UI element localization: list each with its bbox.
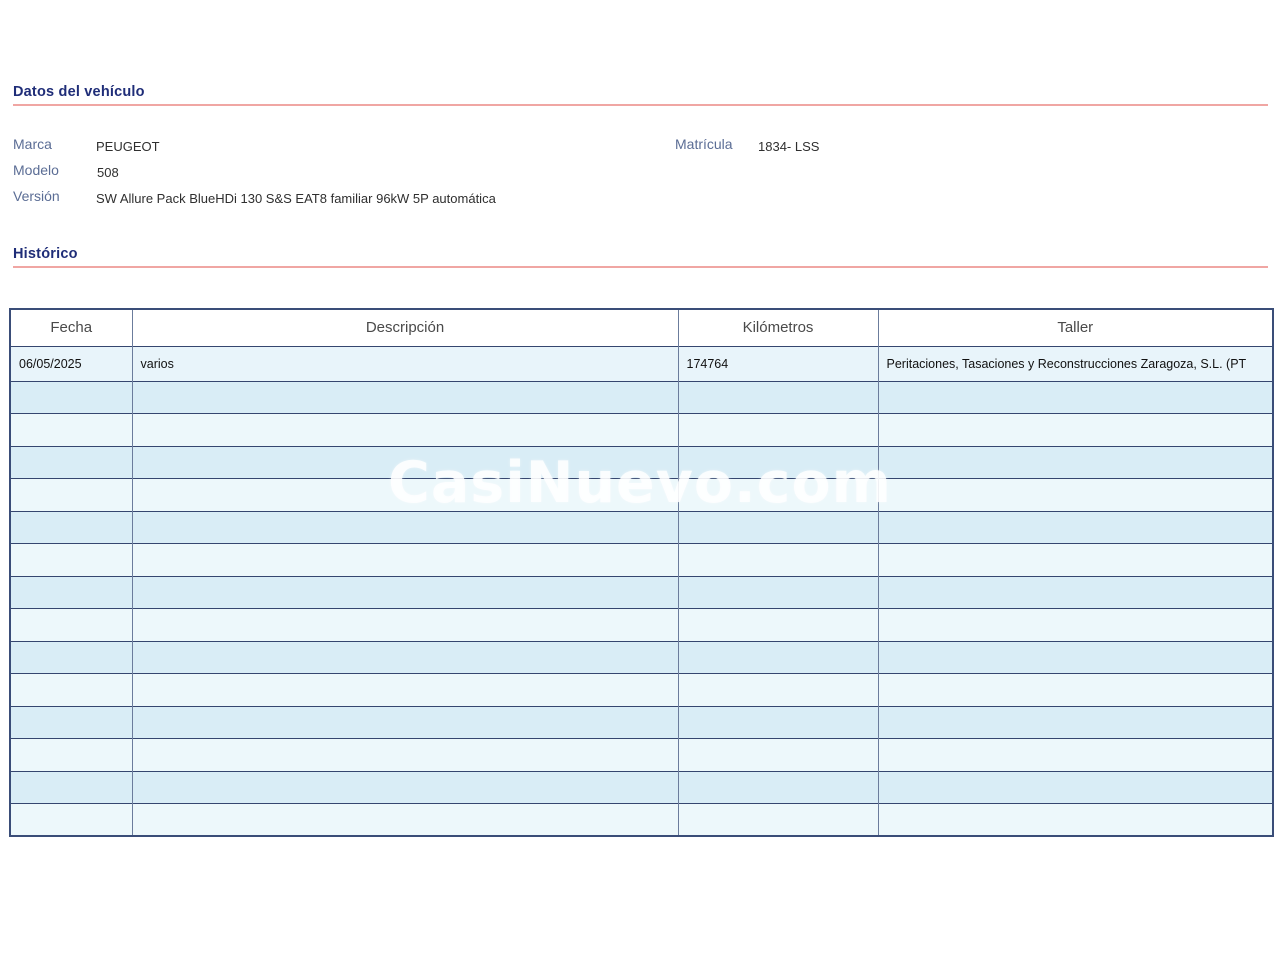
table-empty-cell (131, 543, 678, 576)
table-empty-cell (131, 640, 678, 674)
table-empty-cell (677, 738, 878, 771)
column-header-kilometros: Kilómetros (677, 308, 878, 346)
marca-value: PEUGEOT (96, 139, 160, 154)
table-empty-cell (10, 575, 132, 609)
table-empty-cell (131, 738, 678, 771)
table-empty-cell (10, 543, 132, 576)
table-empty-cell (677, 543, 878, 576)
table-empty-cell (677, 640, 878, 674)
table-empty-cell (877, 413, 1273, 446)
table-empty-cell (10, 445, 132, 479)
marca-label: Marca (13, 136, 52, 152)
table-empty-row (10, 608, 1273, 641)
table-empty-row (10, 380, 1273, 414)
table-empty-cell (677, 673, 878, 706)
table-empty-cell (10, 803, 132, 836)
table-empty-row (10, 803, 1273, 836)
table-empty-cell (877, 770, 1273, 804)
table-empty-cell (677, 445, 878, 479)
table-cell-descripcion: varios (131, 345, 678, 381)
table-empty-cell (677, 705, 878, 739)
table-empty-cell (877, 738, 1273, 771)
table-empty-cell (131, 380, 678, 414)
table-empty-cell (877, 543, 1273, 576)
column-header-descripcion: Descripción (131, 308, 678, 346)
table-empty-row (10, 673, 1273, 706)
matricula-label: Matrícula (675, 136, 733, 152)
table-empty-cell (10, 608, 132, 641)
table-empty-cell (131, 673, 678, 706)
table-empty-row (10, 770, 1273, 804)
history-section-divider (13, 266, 1268, 268)
table-row: 06/05/2025 varios 174764 Peritaciones, Tasa… (10, 345, 1273, 381)
table-empty-cell (877, 705, 1273, 739)
table-empty-cell (877, 608, 1273, 641)
table-empty-cell (10, 705, 132, 739)
table-empty-cell (677, 608, 878, 641)
table-empty-row (10, 413, 1273, 446)
vehicle-section-title: Datos del vehículo (13, 84, 145, 100)
table-empty-cell (877, 445, 1273, 479)
modelo-label: Modelo (13, 162, 59, 178)
table-empty-row (10, 445, 1273, 479)
table-empty-cell (877, 640, 1273, 674)
table-cell-kilometros: 174764 (677, 345, 878, 381)
table-empty-cell (877, 803, 1273, 836)
table-cell-taller: Peritaciones, Tasaciones y Reconstruccio… (877, 345, 1273, 381)
column-header-taller: Taller (877, 308, 1273, 346)
table-empty-cell (877, 575, 1273, 609)
table-empty-cell (10, 510, 132, 544)
table-empty-cell (10, 770, 132, 804)
table-empty-row (10, 510, 1273, 544)
table-empty-cell (677, 380, 878, 414)
table-empty-cell (10, 640, 132, 674)
table-empty-cell (10, 413, 132, 446)
table-empty-cell (677, 803, 878, 836)
table-empty-cell (677, 770, 878, 804)
table-empty-cell (131, 803, 678, 836)
table-empty-cell (10, 478, 132, 511)
table-empty-cell (677, 413, 878, 446)
history-section-title: Histórico (13, 246, 78, 262)
table-empty-row (10, 705, 1273, 739)
history-table: Fecha Descripción Kilómetros Taller 06/05/2… (9, 308, 1274, 837)
table-empty-cell (131, 413, 678, 446)
table-empty-cell (677, 575, 878, 609)
version-value: SW Allure Pack BlueHDi 130 S&S EAT8 fami… (96, 191, 496, 206)
table-empty-cell (677, 478, 878, 511)
table-empty-row (10, 738, 1273, 771)
table-empty-cell (877, 478, 1273, 511)
table-empty-cell (677, 510, 878, 544)
table-empty-cell (131, 478, 678, 511)
table-empty-cell (131, 445, 678, 479)
table-empty-cell (10, 673, 132, 706)
version-label: Versión (13, 188, 60, 204)
table-empty-cell (877, 510, 1273, 544)
table-empty-row (10, 575, 1273, 609)
table-empty-cell (131, 770, 678, 804)
table-empty-row (10, 640, 1273, 674)
matricula-value: 1834- LSS (758, 139, 820, 154)
table-cell-fecha: 06/05/2025 (10, 345, 132, 381)
vehicle-section-divider (13, 104, 1268, 106)
table-empty-cell (131, 575, 678, 609)
table-empty-row (10, 543, 1273, 576)
modelo-value: 508 (97, 165, 119, 180)
table-empty-row (10, 478, 1273, 511)
table-empty-cell (877, 380, 1273, 414)
column-header-fecha: Fecha (10, 308, 132, 346)
table-header-row: Fecha Descripción Kilómetros Taller (10, 308, 1273, 346)
table-empty-cell (131, 510, 678, 544)
table-empty-cell (10, 738, 132, 771)
table-empty-cell (131, 608, 678, 641)
table-empty-cell (10, 380, 132, 414)
table-empty-cell (877, 673, 1273, 706)
table-empty-cell (131, 705, 678, 739)
